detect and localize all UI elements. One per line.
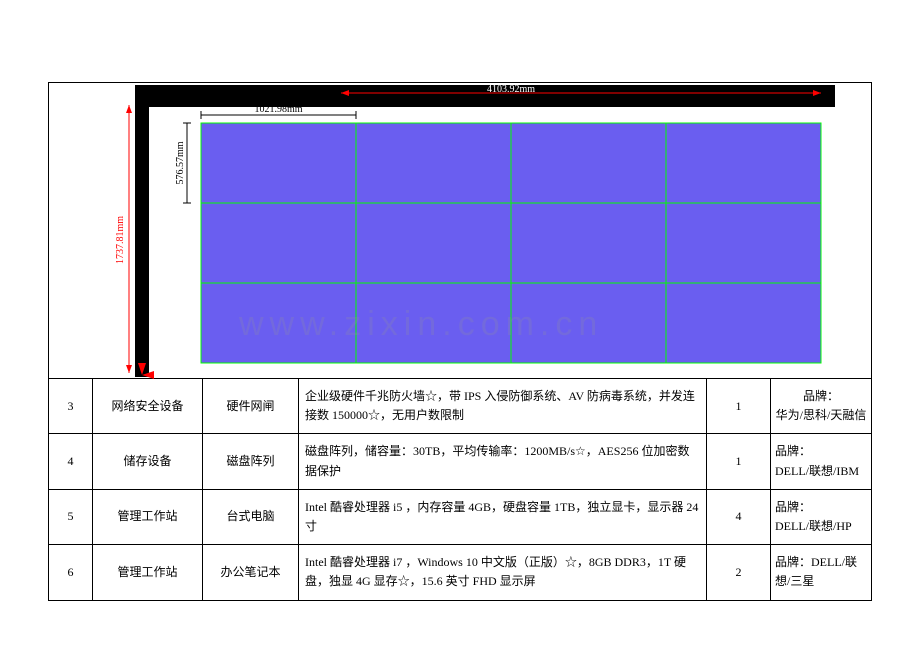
row-brand: 品牌：华为/思科/天融信 [771, 379, 871, 433]
svg-text:1737.81mm: 1737.81mm [115, 216, 126, 264]
table-row: 5管理工作站台式电脑Intel 酷睿处理器 i5 ，内存容量 4GB，硬盘容量 … [49, 490, 871, 545]
row-number: 6 [49, 545, 93, 599]
row-brand: 品牌：DELL/联想/三星 [771, 545, 871, 599]
row-name: 管理工作站 [93, 545, 203, 599]
svg-text:1021.98mm: 1021.98mm [254, 104, 302, 115]
row-name: 网络安全设备 [93, 379, 203, 433]
row-description: Intel 酷睿处理器 i5 ，内存容量 4GB，硬盘容量 1TB，独立显卡，显… [299, 490, 707, 544]
row-type: 办公笔记本 [203, 545, 299, 599]
document-page: 4103.92mm1021.98mm576.57mm1737.81mm www.… [48, 82, 872, 601]
row-number: 5 [49, 490, 93, 544]
row-description: 企业级硬件千兆防火墙☆，带 IPS 入侵防御系统、AV 防病毒系统，并发连接数 … [299, 379, 707, 433]
row-quantity: 1 [707, 379, 771, 433]
row-quantity: 4 [707, 490, 771, 544]
videowall-diagram: 4103.92mm 1021.98mm 576.57mm 1737.81mm [49, 83, 873, 379]
svg-text:4103.92mm: 4103.92mm [487, 84, 535, 95]
row-name: 储存设备 [93, 434, 203, 488]
row-type: 台式电脑 [203, 490, 299, 544]
row-brand: 品牌：DELL/联想/IBM [771, 434, 871, 488]
row-number: 4 [49, 434, 93, 488]
row-quantity: 1 [707, 434, 771, 488]
row-type: 硬件网闸 [203, 379, 299, 433]
row-description: Intel 酷睿处理器 i7 ，Windows 10 中文版（正版）☆，8GB … [299, 545, 707, 599]
row-type: 磁盘阵列 [203, 434, 299, 488]
row-name: 管理工作站 [93, 490, 203, 544]
diagram-cell: 4103.92mm1021.98mm576.57mm1737.81mm www.… [49, 83, 871, 379]
spec-table: 3网络安全设备硬件网闸企业级硬件千兆防火墙☆，带 IPS 入侵防御系统、AV 防… [49, 379, 871, 600]
row-quantity: 2 [707, 545, 771, 599]
table-row: 6管理工作站办公笔记本Intel 酷睿处理器 i7 ，Windows 10 中文… [49, 545, 871, 599]
row-number: 3 [49, 379, 93, 433]
table-row: 3网络安全设备硬件网闸企业级硬件千兆防火墙☆，带 IPS 入侵防御系统、AV 防… [49, 379, 871, 434]
table-row: 4储存设备磁盘阵列磁盘阵列，储容量：30TB，平均传输率：1200MB/s☆，A… [49, 434, 871, 489]
row-description: 磁盘阵列，储容量：30TB，平均传输率：1200MB/s☆，AES256 位加密… [299, 434, 707, 488]
row-brand: 品牌：DELL/联想/HP [771, 490, 871, 544]
svg-text:576.57mm: 576.57mm [175, 141, 186, 184]
